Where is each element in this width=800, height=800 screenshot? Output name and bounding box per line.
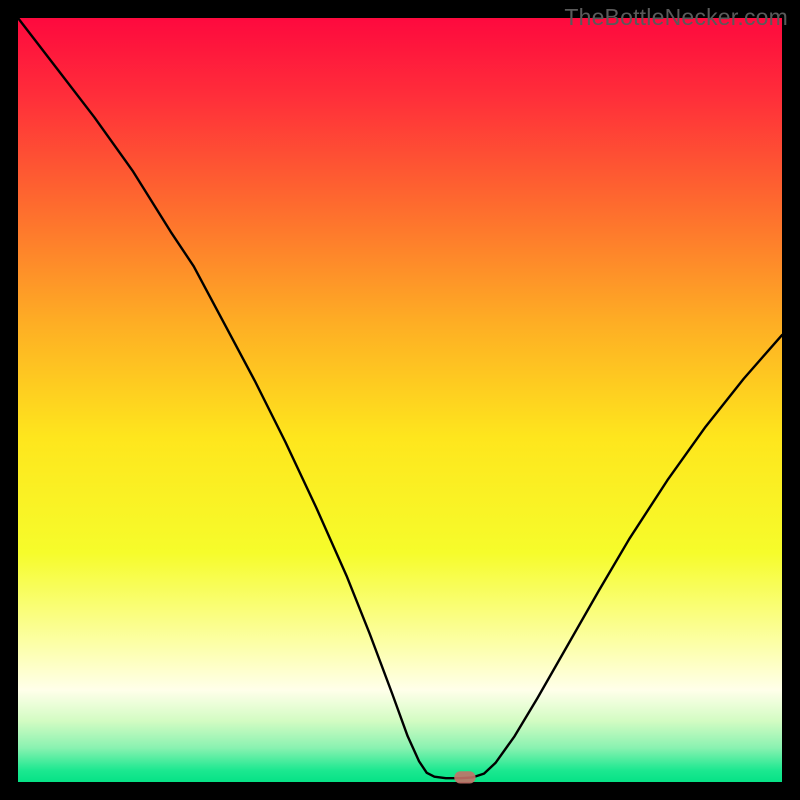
- bottleneck-chart: [0, 0, 800, 800]
- optimal-marker: [454, 771, 475, 783]
- chart-container: TheBottleNecker.com: [0, 0, 800, 800]
- plot-background: [18, 18, 782, 782]
